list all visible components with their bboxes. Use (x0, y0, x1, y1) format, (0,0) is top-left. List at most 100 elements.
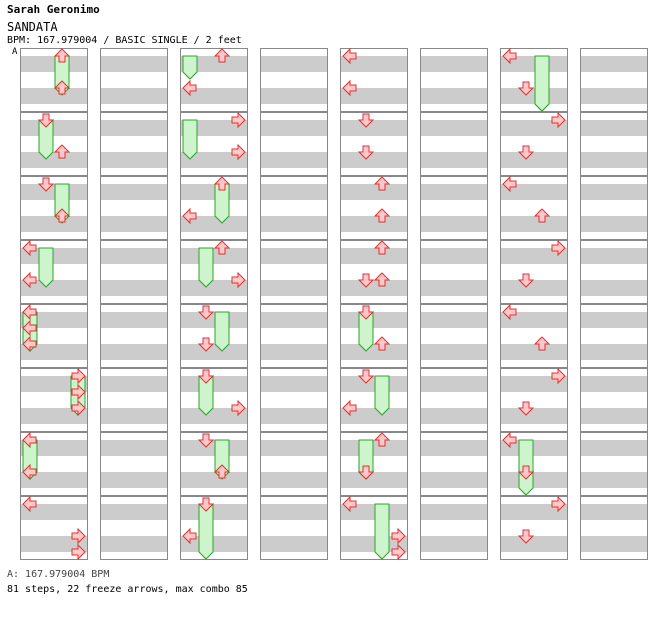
beat-stripe (260, 56, 328, 72)
beat-stripe (500, 504, 568, 520)
beat-stripe (580, 248, 648, 264)
measure-frame (260, 304, 328, 368)
step-arrow-left (342, 47, 357, 65)
chart-info: BPM: 167.979004 / BASIC SINGLE / 2 feet (7, 35, 242, 46)
step-arrow-right (231, 111, 246, 129)
step-arrow-left (22, 431, 37, 449)
measure-frame (580, 368, 648, 432)
measure-frame (340, 48, 408, 112)
step-arrow-up (53, 80, 71, 95)
step-arrow-left (502, 175, 517, 193)
step-arrow-down (197, 337, 215, 352)
step-arrow-up (213, 176, 231, 191)
beat-stripe (420, 120, 488, 136)
measure-frame (180, 48, 248, 112)
measure-frame (420, 240, 488, 304)
measure-frame (20, 432, 88, 496)
beat-stripe (340, 184, 408, 200)
step-arrow-up (213, 240, 231, 255)
step-arrow-down (197, 433, 215, 448)
freeze-arrow (534, 55, 550, 112)
beat-stripe (420, 248, 488, 264)
measure-frame (20, 48, 88, 112)
measure-frame (340, 112, 408, 176)
step-arrow-left (502, 303, 517, 321)
beat-stripe (340, 376, 408, 392)
measure-frame (260, 176, 328, 240)
step-arrow-up (373, 272, 391, 287)
measure-frame (20, 240, 88, 304)
freeze-arrow (374, 375, 390, 416)
measure-frame (100, 304, 168, 368)
step-arrow-up (53, 48, 71, 63)
beat-stripe (260, 120, 328, 136)
measure-frame (180, 304, 248, 368)
measure-frame (420, 48, 488, 112)
step-arrow-right (71, 399, 86, 417)
step-arrow-right (231, 399, 246, 417)
beat-stripe (180, 152, 248, 168)
step-arrow-right (551, 495, 566, 513)
beat-stripe (180, 88, 248, 104)
freeze-arrow (214, 311, 230, 352)
beat-stripe (580, 376, 648, 392)
step-arrow-down (357, 145, 375, 160)
beat-stripe (20, 152, 88, 168)
beat-stripe (500, 248, 568, 264)
beat-stripe (340, 408, 408, 424)
step-arrow-down (517, 529, 535, 544)
step-arrow-right (391, 543, 406, 561)
beat-stripe (100, 312, 168, 328)
step-arrow-right (551, 239, 566, 257)
step-arrow-down (357, 273, 375, 288)
beat-stripe (580, 88, 648, 104)
step-arrow-right (71, 527, 86, 545)
measure-frame (500, 304, 568, 368)
beat-stripe (580, 472, 648, 488)
beat-stripe (260, 184, 328, 200)
measure-frame (20, 304, 88, 368)
beat-stripe (260, 408, 328, 424)
beat-stripe (340, 472, 408, 488)
beat-stripe (100, 248, 168, 264)
measure-frame (580, 496, 648, 560)
beat-stripe (100, 472, 168, 488)
step-arrow-up (373, 336, 391, 351)
beat-stripe (100, 440, 168, 456)
step-arrow-down (197, 305, 215, 320)
beat-stripe (580, 408, 648, 424)
step-arrow-up (213, 48, 231, 63)
beat-stripe (500, 344, 568, 360)
step-arrow-left (342, 79, 357, 97)
beat-stripe (20, 120, 88, 136)
step-arrow-right (231, 271, 246, 289)
measure-frame (180, 112, 248, 176)
step-arrow-left (22, 463, 37, 481)
beat-stripe (420, 536, 488, 552)
measure-frame (260, 432, 328, 496)
beat-stripe (100, 88, 168, 104)
step-arrow-up (373, 432, 391, 447)
beat-stripe (580, 504, 648, 520)
beat-stripe (180, 248, 248, 264)
beat-stripe (500, 184, 568, 200)
beat-stripe (100, 184, 168, 200)
step-arrow-down (37, 113, 55, 128)
measure-frame (420, 176, 488, 240)
measure-frame (100, 48, 168, 112)
beat-stripe (20, 280, 88, 296)
beat-stripe (420, 280, 488, 296)
beat-stripe (420, 504, 488, 520)
step-arrow-up (373, 176, 391, 191)
step-arrow-left (182, 207, 197, 225)
freeze-arrow (198, 247, 214, 288)
step-arrow-left (22, 239, 37, 257)
beat-stripe (580, 440, 648, 456)
step-arrow-left (342, 495, 357, 513)
beat-stripe (340, 120, 408, 136)
beat-stripe (260, 376, 328, 392)
measure-frame (420, 496, 488, 560)
measure-frame (340, 496, 408, 560)
measure-frame (180, 496, 248, 560)
beat-stripe (260, 504, 328, 520)
